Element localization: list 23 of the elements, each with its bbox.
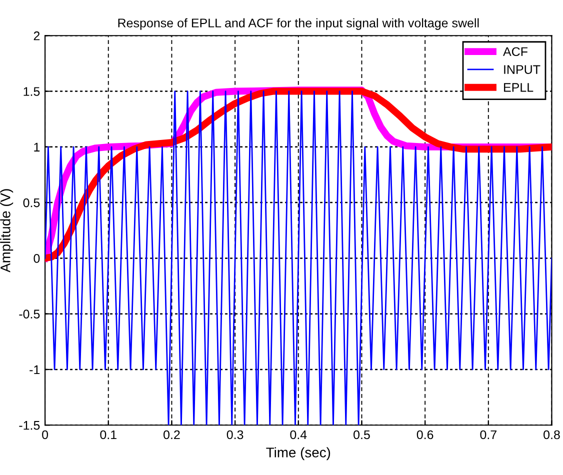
x-tick-label: 0.2 [164,430,180,440]
y-tick-label: 0 [34,254,40,263]
y-tick-label: 0.5 [23,198,40,208]
y-tick-label: 2 [34,31,40,40]
legend-label: EPLL [504,83,534,92]
y-tick-label: -1 [30,365,40,374]
x-tick-label: 0 [42,430,48,440]
x-tick-label: 0.5 [354,430,370,440]
x-tick-label: 0.6 [416,430,434,440]
x-tick-label: 0.8 [544,430,560,440]
y-tick-label: 1.5 [24,87,40,96]
x-axis-title: Time (sec) [266,447,330,460]
y-tick-label: -0.5 [19,310,40,318]
chart-title: Response of EPLL and ACF for the input signal with voltage swell [118,18,479,30]
x-tick-label: 0.1 [100,430,116,440]
y-tick-label: -1.5 [19,421,40,430]
x-tick-label: 0.4 [290,430,307,440]
y-tick-label: 1 [34,142,40,152]
legend-label: ACF [503,47,528,56]
x-tick-label: 0.3 [226,430,244,440]
legend-label: INPUT [504,65,540,74]
y-axis-title: Amplitude (V) [0,189,14,272]
x-tick-label: 0.7 [480,430,496,440]
